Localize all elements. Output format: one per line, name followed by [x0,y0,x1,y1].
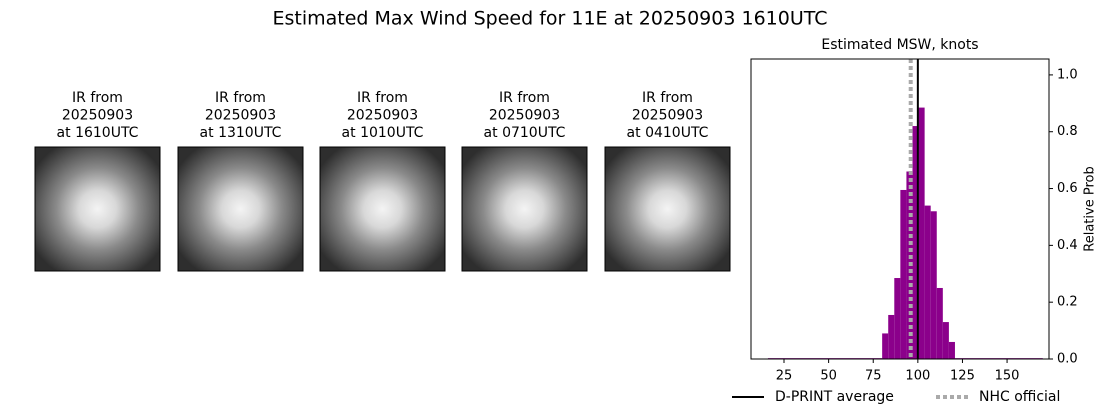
legend-label: NHC official [979,389,1060,405]
y-tick-label: 0.0 [1057,352,1078,367]
image-label: at 0410UTC [627,125,709,141]
image-label: at 1310UTC [200,125,282,141]
y-tick-label: 1.0 [1057,67,1078,82]
bar [936,287,943,359]
ir-image [34,146,161,272]
x-tick-label: 125 [950,369,975,384]
image-label: 20250903 [62,108,133,124]
ir-image [177,146,304,272]
bar [924,205,931,359]
ir-image [604,146,731,272]
y-tick-label: 0.2 [1057,295,1078,310]
x-tick-label: 50 [820,369,837,384]
image-label: at 1010UTC [342,125,424,141]
y-axis-label: Relative Prob [1083,166,1098,251]
image-label: 20250903 [205,108,276,124]
x-tick-label: 25 [776,369,793,384]
image-label: IR from [642,90,693,106]
bar [912,126,919,359]
x-tick-label: 75 [865,369,882,384]
bar [882,333,889,359]
image-label: IR from [357,90,408,106]
image-label: 20250903 [489,108,560,124]
bar [918,107,925,359]
chart-title: Estimated MSW, knots [821,37,978,53]
image-label: at 1610UTC [57,125,139,141]
ir-image [319,146,446,272]
image-label: at 0710UTC [484,125,566,141]
legend-label: D-PRINT average [775,389,894,405]
bar [894,278,901,359]
image-label: 20250903 [347,108,418,124]
image-label: IR from [499,90,550,106]
bar [942,322,949,359]
page-title: Estimated Max Wind Speed for 11E at 2025… [272,8,827,30]
bar [930,211,937,359]
bar [900,189,907,359]
plot-frame [750,58,1050,360]
image-label: 20250903 [632,108,703,124]
y-tick-label: 0.8 [1057,124,1078,139]
y-tick-label: 0.4 [1057,238,1078,253]
x-tick-label: 100 [905,369,930,384]
image-label: IR from [72,90,123,106]
bar [948,341,955,359]
image-label: IR from [215,90,266,106]
y-tick-label: 0.6 [1057,181,1078,196]
bar [888,314,895,359]
ir-image [461,146,588,272]
x-tick-label: 150 [995,369,1020,384]
